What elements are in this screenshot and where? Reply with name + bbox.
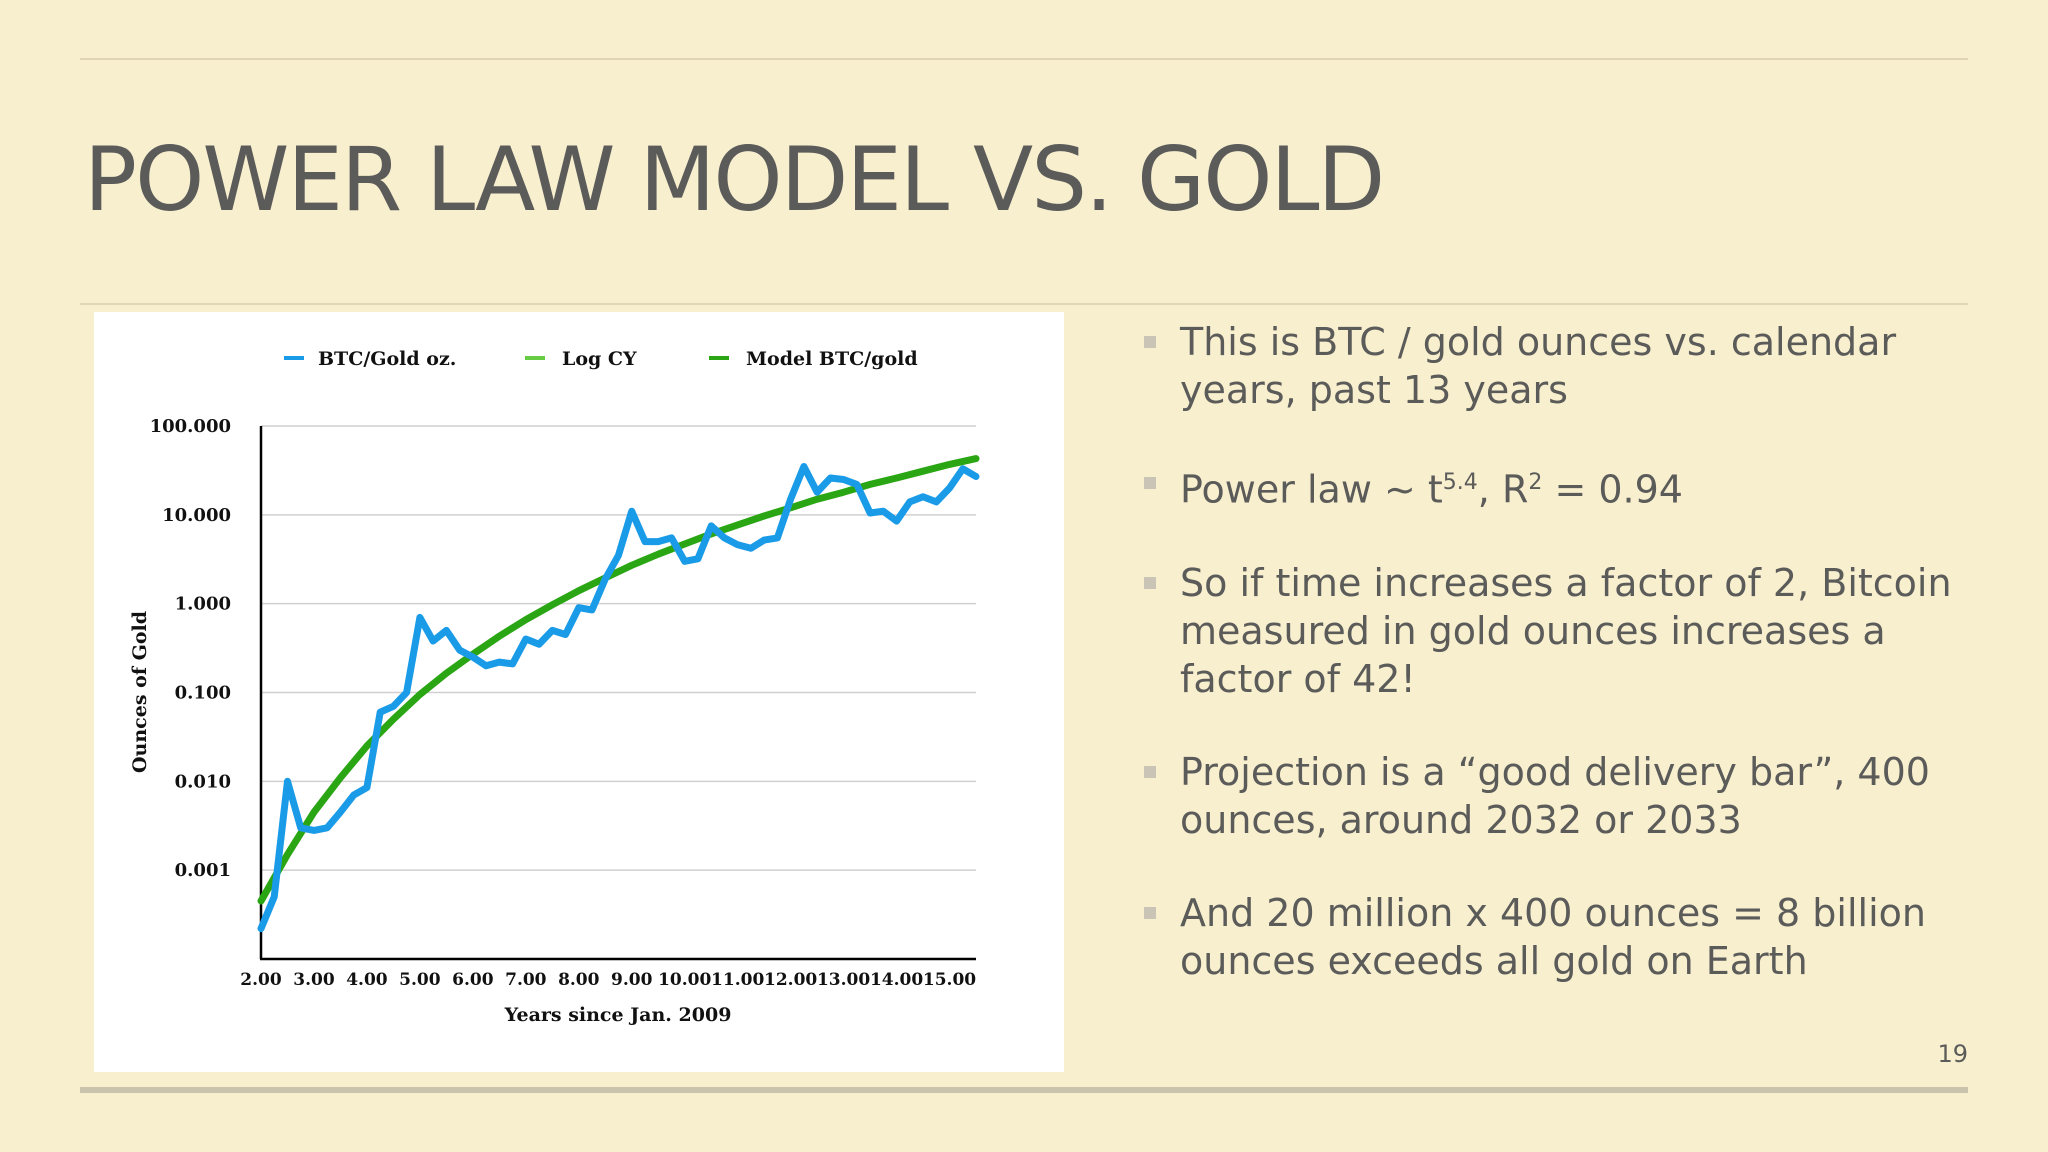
x-tick-label: 11.00 [711, 970, 764, 990]
y-tick-label: 0.100 [175, 683, 231, 704]
power-law-mid: , R [1477, 467, 1529, 512]
model-line [257, 455, 980, 905]
slide-title: POWER LAW MODEL VS. GOLD [84, 128, 1385, 231]
bullet-text: So if time increases a factor of 2, Bitc… [1180, 560, 1952, 701]
legend-label-model: Model BTC/gold [746, 348, 918, 370]
x-tick-label: 14.00 [870, 970, 923, 990]
bullet-marker [1144, 765, 1156, 778]
y-tick-label: 1.000 [175, 594, 231, 615]
bullet-item: Projection is a “good delivery bar”, 400… [1140, 748, 1980, 844]
x-tick-label: 2.00 [240, 970, 282, 990]
bullet-marker [1144, 906, 1156, 919]
x-tick-label: 9.00 [611, 970, 653, 990]
x-tick-label: 4.00 [346, 970, 388, 990]
page-number: 19 [1937, 1040, 1968, 1068]
btc-gold-line [257, 463, 980, 933]
bullet-item: Power law ~ t5.4, R2 = 0.94 [1140, 459, 1980, 514]
chart-legend: BTC/Gold oz. Log CY Model BTC/gold [284, 348, 918, 370]
x-tick-label: 13.00 [817, 970, 870, 990]
y-tick-label: 100.000 [150, 416, 231, 437]
title-rule [80, 303, 1968, 305]
x-tick-label: 7.00 [505, 970, 547, 990]
bullet-item: This is BTC / gold ounces vs. calendar y… [1140, 318, 1980, 414]
power-law-exponent: 5.4 [1442, 470, 1478, 495]
legend-label-logcy: Log CY [562, 348, 637, 370]
y-tick-labels: 100.000 10.000 1.000 0.100 0.010 0.001 [150, 416, 231, 881]
bullet-text: And 20 million x 400 ounces = 8 billion … [1180, 890, 1926, 983]
chart-grid [261, 425, 976, 871]
bullet-marker [1144, 477, 1156, 489]
bullet-list: This is BTC / gold ounces vs. calendar y… [1140, 318, 1980, 1030]
bullet-text-power-law: Power law ~ t5.4, R2 = 0.94 [1180, 459, 1980, 514]
power-law-prefix: Power law ~ t [1180, 467, 1443, 512]
y-axis-label: Ounces of Gold [129, 611, 151, 773]
bullet-text: This is BTC / gold ounces vs. calendar y… [1180, 320, 1897, 412]
y-tick-label: 0.010 [175, 771, 231, 792]
bullet-item: So if time increases a factor of 2, Bitc… [1140, 559, 1980, 703]
x-tick-labels: 2.00 3.00 4.00 5.00 6.00 7.00 8.00 9.00 10.00 11.… [240, 970, 976, 990]
x-tick-label: 10.00 [658, 970, 711, 990]
bullet-item: And 20 million x 400 ounces = 8 billion … [1140, 889, 1980, 985]
x-tick-label: 6.00 [452, 970, 494, 990]
btc-gold-chart: BTC/Gold oz. Log CY Model BTC/gold 100.0… [129, 348, 980, 1026]
x-tick-label: 5.00 [399, 970, 441, 990]
bullet-marker [1144, 576, 1156, 589]
chart-card: BTC/Gold oz. Log CY Model BTC/gold 100.0… [94, 312, 1064, 1072]
bullet-marker [1144, 336, 1156, 348]
legend-label-btc: BTC/Gold oz. [318, 348, 456, 370]
x-tick-label: 15.00 [923, 970, 976, 990]
top-rule [80, 58, 1968, 60]
x-axis-label: Years since Jan. 2009 [504, 1004, 732, 1026]
x-tick-label: 3.00 [293, 970, 335, 990]
footer-rule [80, 1087, 1968, 1093]
r-squared-exponent: 2 [1528, 470, 1543, 495]
y-tick-label: 0.001 [175, 860, 231, 881]
chart-series [257, 455, 980, 933]
power-law-suffix: = 0.94 [1542, 467, 1683, 512]
x-tick-label: 8.00 [558, 970, 600, 990]
x-tick-label: 12.00 [764, 970, 817, 990]
y-tick-label: 10.000 [162, 505, 231, 526]
bullet-text: Projection is a “good delivery bar”, 400… [1180, 749, 1930, 842]
